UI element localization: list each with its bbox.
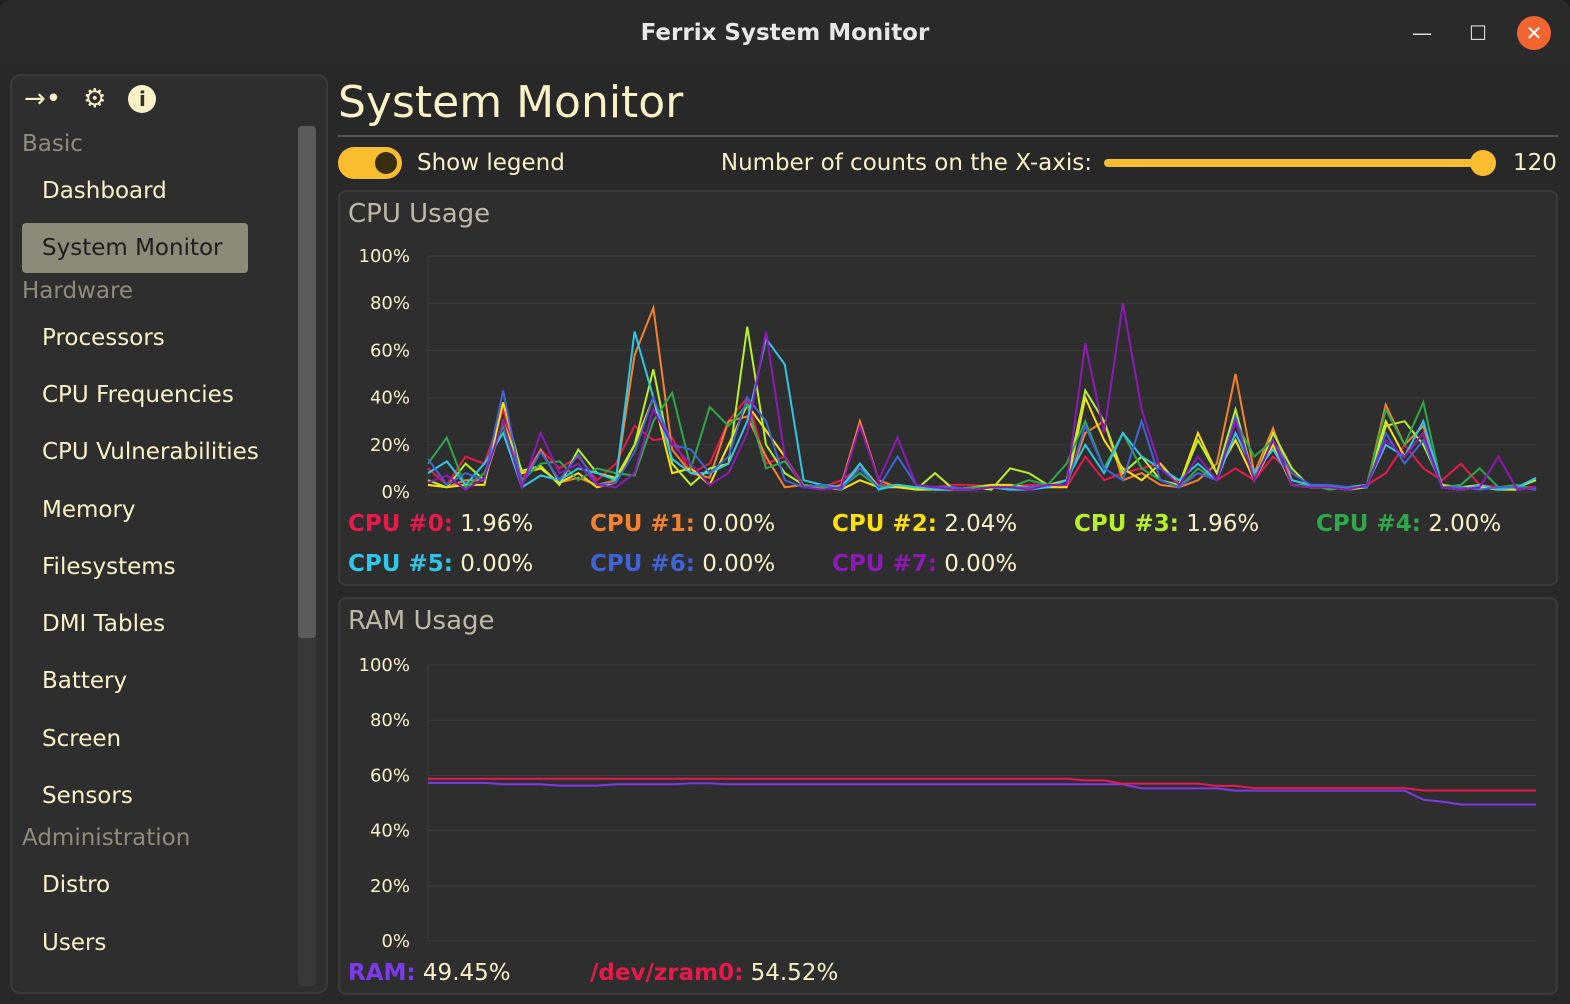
ram-usage-card: RAM Usage 0% 20% 40% 60% 80% 100% RAM: 49.45%… xyxy=(338,597,1558,995)
legend-item: RAM: 49.45% xyxy=(348,959,511,987)
legend-value: 2.04% xyxy=(944,511,1018,537)
divider xyxy=(338,135,1558,137)
y-tick-label: 0% xyxy=(381,482,410,503)
legend-name: CPU #2: xyxy=(832,511,937,537)
y-tick-label: 40% xyxy=(370,821,410,842)
y-tick-label: 20% xyxy=(370,435,410,456)
y-tick-label: 80% xyxy=(370,710,410,731)
y-tick-label: 60% xyxy=(370,340,410,361)
legend-name: CPU #0: xyxy=(348,511,453,537)
y-tick-label: 0% xyxy=(381,931,410,949)
section-label: Basic xyxy=(22,131,83,157)
xaxis-count-label: Number of counts on the X-axis: xyxy=(720,150,1092,176)
legend-name: CPU #1: xyxy=(590,511,695,537)
legend-value: 1.96% xyxy=(1186,511,1260,537)
show-legend-toggle[interactable] xyxy=(338,147,402,179)
y-tick-label: 40% xyxy=(370,388,410,409)
sidebar-item-system-monitor[interactable]: System Monitor xyxy=(22,223,248,274)
section-label: Hardware xyxy=(22,277,134,304)
close-button[interactable]: ✕ xyxy=(1517,16,1551,50)
sidebar-item-processors[interactable]: Processors xyxy=(42,324,165,351)
title-bar: Ferrix System Monitor — ☐ ✕ xyxy=(0,0,1570,66)
window-title: Ferrix System Monitor xyxy=(640,20,930,46)
sidebar-item-filesystems[interactable]: Filesystems xyxy=(42,553,176,580)
legend-value: 0.00% xyxy=(460,551,534,577)
legend-name: CPU #4: xyxy=(1316,511,1421,537)
legend-value: 54.52% xyxy=(750,960,839,986)
legend-item: CPU #1: 0.00% xyxy=(590,510,775,538)
page-title: System Monitor xyxy=(338,77,684,128)
legend-value: 1.96% xyxy=(460,511,534,537)
sidebar-item-battery[interactable]: Battery xyxy=(42,668,128,695)
y-tick-label: 100% xyxy=(359,246,410,267)
legend-item: CPU #2: 2.04% xyxy=(832,510,1017,538)
legend-item: CPU #7: 0.00% xyxy=(832,550,1017,578)
sidebar-scrollbar[interactable] xyxy=(298,126,316,986)
ram-usage-title: RAM Usage xyxy=(348,606,495,636)
maximize-button[interactable]: ☐ xyxy=(1469,21,1487,45)
legend-name: CPU #3: xyxy=(1074,511,1179,537)
cpu-usage-chart: 0% 20% 40% 60% 80% 100% xyxy=(359,246,1537,503)
sidebar-item-dmi-tables[interactable]: DMI Tables xyxy=(42,611,166,638)
xaxis-count-slider[interactable] xyxy=(1104,150,1496,176)
legend-item: CPU #6: 0.00% xyxy=(590,550,775,578)
legend-item: CPU #4: 2.00% xyxy=(1316,510,1501,538)
minimize-button[interactable]: — xyxy=(1412,21,1432,45)
y-tick-label: 100% xyxy=(359,655,410,676)
scrollbar-thumb[interactable] xyxy=(298,126,316,638)
legend-name: /dev/zram0: xyxy=(590,960,744,986)
legend-name: CPU #6: xyxy=(590,551,695,577)
series-line-cpu-3 xyxy=(427,326,1537,491)
xaxis-count-value: 120 xyxy=(1513,150,1557,176)
legend-value: 0.00% xyxy=(702,551,776,577)
sidebar: →• ⚙ i Basic Dashboard System Monitor Hardw… xyxy=(10,74,328,994)
sidebar-item-dashboard[interactable]: Dashboard xyxy=(42,178,167,204)
legend-item: CPU #3: 1.96% xyxy=(1074,510,1259,538)
series-line-cpu-1 xyxy=(427,303,1537,491)
y-tick-label: 80% xyxy=(370,293,410,314)
legend-name: CPU #5: xyxy=(348,551,453,577)
sidebar-item-cpu-frequencies[interactable]: CPU Frequencies xyxy=(42,381,234,408)
legend-item: /dev/zram0: 54.52% xyxy=(590,959,838,987)
sidebar-item-distro[interactable]: Distro xyxy=(42,872,111,899)
legend-value: 0.00% xyxy=(944,551,1018,577)
series-line-ram xyxy=(428,781,1536,806)
sidebar-item-sensors[interactable]: Sensors xyxy=(42,783,133,809)
legend-value: 0.00% xyxy=(702,511,776,537)
legend-item: CPU #0: 1.96% xyxy=(348,510,533,538)
series-line-cpu-7 xyxy=(427,303,1537,491)
legend-value: 2.00% xyxy=(1428,511,1502,537)
info-icon[interactable]: i xyxy=(128,85,157,113)
y-tick-label: 20% xyxy=(370,876,410,897)
section-label: Administration xyxy=(22,825,191,852)
show-legend-label: Show legend xyxy=(417,150,565,176)
sidebar-item-screen[interactable]: Screen xyxy=(42,725,122,752)
cpu-usage-title: CPU Usage xyxy=(348,199,491,229)
ram-usage-chart: 0% 20% 40% 60% 80% 100% xyxy=(359,655,1536,949)
legend-item: CPU #5: 0.00% xyxy=(348,550,533,578)
legend-name: RAM: xyxy=(348,960,416,986)
y-tick-label: 60% xyxy=(370,765,410,786)
series-line--dev-zram0 xyxy=(428,777,1536,792)
sidebar-item-memory[interactable]: Memory xyxy=(42,496,136,523)
cpu-usage-card: CPU Usage 0% 20% 40% 60% 80% 100% CPU #0: 1.9… xyxy=(338,190,1558,586)
sidebar-item-cpu-vulnerabilities[interactable]: CPU Vulnerabilities xyxy=(42,439,259,466)
series-line-cpu-5 xyxy=(427,331,1537,491)
slider-handle[interactable] xyxy=(1470,150,1496,176)
legend-name: CPU #7: xyxy=(832,551,937,577)
gear-icon[interactable]: ⚙ xyxy=(83,84,107,114)
legend-value: 49.45% xyxy=(422,960,511,986)
sidebar-item-users[interactable]: Users xyxy=(42,929,107,956)
collapse-icon[interactable]: →• xyxy=(24,84,62,114)
